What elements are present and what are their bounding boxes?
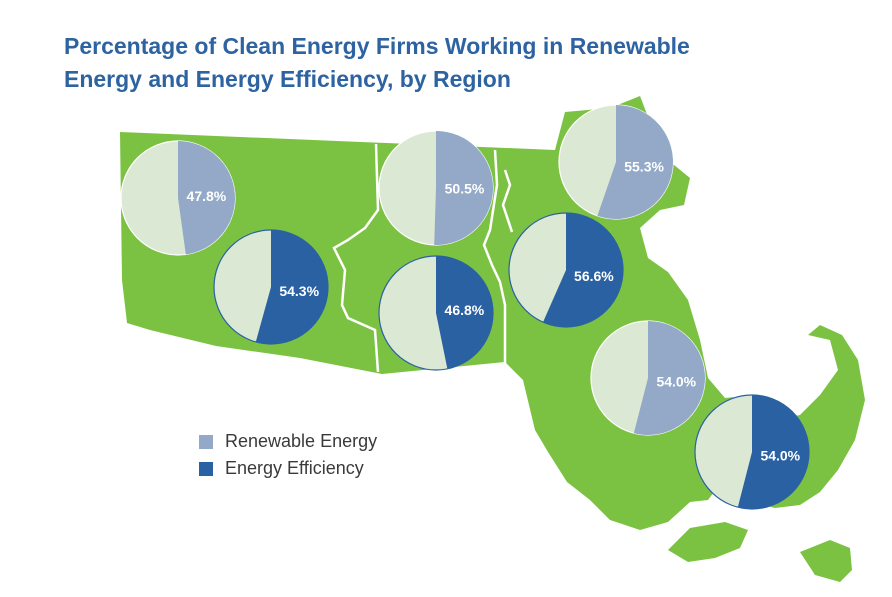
pie-value-label: 54.0% [760, 448, 800, 464]
pie-6: 56.6% [508, 212, 624, 328]
pie-4: 46.8% [378, 255, 494, 371]
pie-slice-efficiency [255, 230, 329, 344]
legend-item-renewable: Renewable Energy [199, 428, 377, 455]
pie-slice-renewable [597, 105, 673, 219]
legend-label-efficiency: Energy Efficiency [225, 458, 364, 478]
chart-title-line-1: Percentage of Clean Energy Firms Working… [64, 33, 690, 59]
legend-swatch-efficiency [199, 461, 213, 476]
pie-slice-efficiency [737, 395, 809, 509]
region-borders [332, 143, 514, 373]
region-border-central-east [501, 169, 514, 233]
pie-7: 54.0% [590, 320, 706, 436]
pie-slice-efficiency [543, 213, 623, 328]
pie-value-label: 50.5% [445, 180, 485, 196]
nantucket-shape [800, 540, 852, 582]
pie-8: 54.0% [694, 394, 810, 510]
pie-2: 54.3% [213, 229, 329, 345]
region-border-central [482, 149, 507, 368]
pie-3: 50.5% [378, 130, 494, 246]
pie-slice-efficiency [436, 256, 493, 369]
pie-slice-renewable [178, 141, 236, 255]
pie-value-label: 54.0% [656, 374, 696, 390]
legend: Renewable Energy Energy Efficiency [199, 428, 377, 482]
pie-1: 47.8% [120, 140, 236, 256]
pie-value-label: 47.8% [187, 188, 227, 204]
pie-value-label: 56.6% [574, 268, 614, 284]
pie-charts: 47.8% 54.3% 50.5% 46.8% 55.3% 56.6% 54.0% 54.0% [120, 104, 810, 510]
pie-slice-renewable [434, 130, 494, 245]
legend-label-renewable: Renewable Energy [225, 431, 378, 451]
legend-item-efficiency: Energy Efficiency [199, 455, 377, 482]
pie-slice-renewable [633, 321, 705, 436]
pie-5: 55.3% [558, 104, 674, 220]
marthas-vineyard-shape [668, 522, 748, 562]
region-border-west [332, 143, 380, 373]
pie-value-label: 54.3% [279, 283, 319, 299]
pie-value-label: 46.8% [445, 302, 485, 318]
legend-swatch-renewable [199, 434, 213, 449]
chart-title: Percentage of Clean Energy Firms Working… [64, 30, 784, 96]
chart-title-line-2: Energy and Energy Efficiency, by Region [64, 66, 511, 92]
pie-value-label: 55.3% [624, 159, 664, 175]
